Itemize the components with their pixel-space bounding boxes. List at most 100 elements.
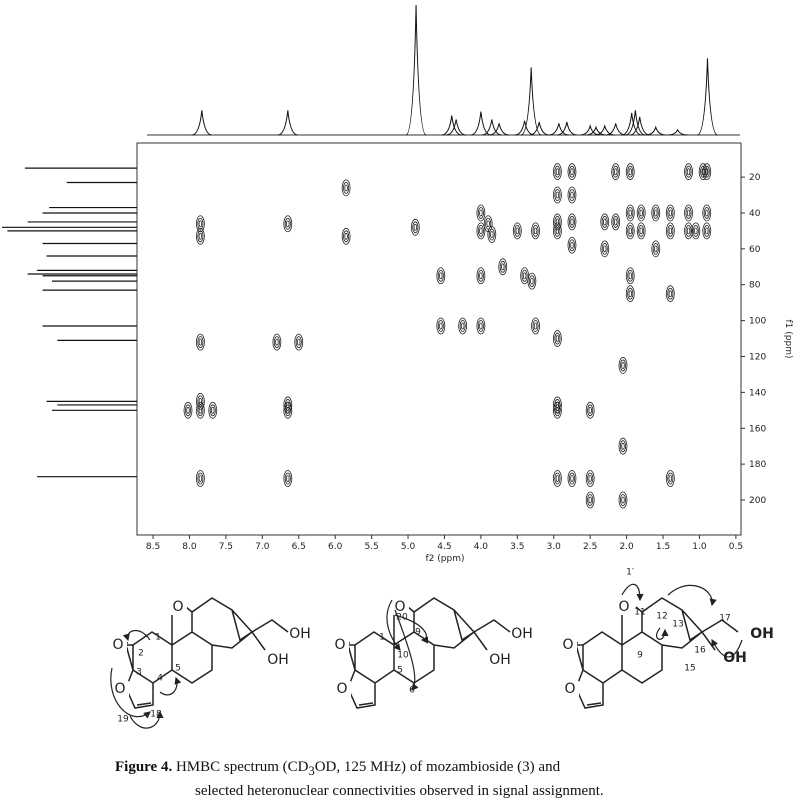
hmbc-arrow	[394, 609, 419, 691]
x-tick-label: 4.0	[474, 542, 489, 552]
contour	[555, 218, 560, 226]
contour	[555, 168, 560, 176]
contour	[652, 207, 659, 219]
hmbc-arrow	[129, 710, 164, 729]
contour	[698, 163, 708, 181]
hmbc-arrow	[655, 627, 669, 640]
cross-peak	[195, 333, 205, 351]
contour	[527, 272, 537, 290]
contour	[272, 333, 282, 351]
top-trace-peak	[481, 119, 502, 136]
contour	[567, 186, 577, 204]
cross-peak	[476, 317, 486, 335]
contour	[639, 209, 643, 217]
contour	[621, 496, 625, 504]
contour	[686, 168, 691, 176]
contour	[628, 272, 632, 280]
contour	[286, 220, 290, 228]
x-tick-label: 7.5	[219, 542, 233, 552]
x-tick-label: 1.5	[656, 542, 670, 552]
contour	[668, 209, 673, 217]
atom-label: O	[564, 681, 575, 697]
caption-text: HMBC spectrum (CD	[175, 759, 309, 775]
contour	[476, 222, 486, 240]
contour	[588, 475, 592, 482]
top-trace-peak	[277, 110, 298, 136]
contour	[555, 227, 560, 235]
contour	[625, 204, 635, 222]
cross-peak	[625, 222, 635, 240]
contour	[183, 401, 193, 419]
contour	[570, 168, 574, 176]
contour	[618, 491, 628, 509]
contour	[625, 222, 635, 240]
hmbc-arrow	[621, 583, 644, 602]
contour	[197, 472, 204, 485]
cross-peak	[684, 163, 693, 181]
contour	[211, 406, 215, 414]
contour	[567, 163, 577, 181]
cross-peak	[636, 222, 646, 240]
contour	[195, 215, 205, 233]
atom-label: O	[618, 599, 629, 615]
contour	[197, 217, 204, 230]
atom-mask	[333, 681, 351, 697]
contour	[532, 320, 539, 332]
contour	[570, 191, 574, 199]
cross-peak	[567, 213, 577, 231]
cross-peak	[567, 470, 577, 487]
contour	[531, 317, 540, 335]
contour	[621, 362, 625, 369]
contour	[621, 442, 625, 450]
contour	[654, 245, 658, 253]
x-tick-label: 5.0	[401, 542, 416, 552]
contour	[668, 290, 673, 298]
x-tick-label: 2.5	[583, 542, 597, 552]
contour	[486, 220, 490, 228]
cross-peak	[552, 222, 562, 240]
contour	[197, 395, 204, 408]
contour	[585, 401, 595, 419]
atom-label: O	[112, 637, 123, 653]
contour	[490, 231, 494, 238]
contour	[613, 168, 618, 176]
atom-number: 19	[117, 715, 129, 725]
contour	[554, 189, 561, 201]
cross-peak	[585, 470, 595, 487]
atom-number: 16	[694, 646, 706, 656]
cross-peak	[520, 267, 530, 285]
cross-peak	[283, 401, 293, 419]
top-trace-peak	[594, 124, 615, 136]
y-tick-label: 20	[749, 173, 761, 183]
top-trace-peak	[621, 112, 642, 136]
y-tick-label: 200	[749, 496, 766, 506]
contour	[295, 336, 302, 349]
atom-mask	[169, 599, 187, 615]
contour	[601, 216, 608, 228]
contour	[476, 204, 486, 222]
x-tick-label: 5.5	[364, 542, 378, 552]
contour	[198, 232, 203, 240]
cross-peak	[625, 163, 635, 181]
contour	[638, 225, 645, 237]
contour	[531, 222, 540, 240]
contour	[651, 204, 661, 222]
cross-peak	[531, 317, 540, 335]
contour	[283, 401, 293, 419]
contour	[198, 338, 203, 346]
contour	[665, 204, 675, 222]
hmbc-arrow	[159, 676, 182, 696]
contour	[528, 275, 535, 288]
contour	[612, 165, 619, 178]
contour	[627, 269, 634, 282]
contour	[294, 333, 304, 351]
cross-peak	[636, 204, 646, 222]
cross-peak	[585, 491, 595, 509]
hmbc-arrow	[110, 667, 151, 719]
cross-peak	[183, 401, 193, 419]
contour	[619, 494, 626, 506]
contour	[477, 207, 484, 219]
top-trace-peak	[441, 115, 462, 136]
contour	[477, 320, 484, 332]
cross-peak	[567, 163, 577, 181]
